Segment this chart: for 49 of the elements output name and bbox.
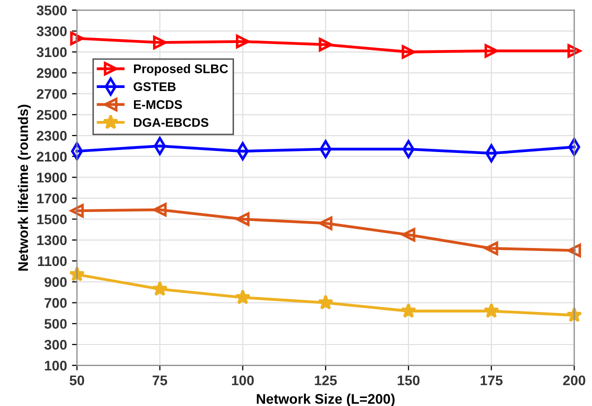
point xyxy=(236,34,250,48)
point xyxy=(567,44,582,58)
y-tick-label: 900 xyxy=(44,277,67,287)
point xyxy=(318,38,332,52)
point xyxy=(402,228,416,242)
x-tick-label: 125 xyxy=(314,375,337,386)
y-tick-label: 1900 xyxy=(37,172,67,182)
point xyxy=(567,244,582,258)
y-tick-label: 1300 xyxy=(37,235,67,246)
x-tick-label: 200 xyxy=(563,375,586,386)
y-tick-label: 2900 xyxy=(36,68,67,78)
y-tick-label: 500 xyxy=(44,318,67,329)
y-tick-label: 700 xyxy=(44,298,67,308)
point xyxy=(402,45,416,59)
point xyxy=(484,302,500,318)
point xyxy=(153,202,167,217)
y-tick-label: 3500 xyxy=(36,5,67,16)
point xyxy=(484,44,498,58)
point xyxy=(70,204,84,218)
point xyxy=(318,294,334,310)
y-tick-label: 100 xyxy=(44,360,67,371)
x-tick-label: 50 xyxy=(70,375,84,386)
x-tick-label: 75 xyxy=(152,376,168,386)
point xyxy=(70,32,84,46)
point xyxy=(484,242,498,256)
y-tick-label: 2300 xyxy=(36,130,67,141)
y-tick-label: 3100 xyxy=(36,47,67,58)
y-tick-label: 300 xyxy=(44,340,67,350)
y-tick-label: 3300 xyxy=(36,26,67,36)
x-tick-label: 100 xyxy=(232,375,254,386)
point xyxy=(234,289,251,304)
legend-label: Proposed SLBC xyxy=(134,64,228,76)
x-tick-label: 175 xyxy=(480,376,503,386)
legend-label: DGA-EBCDS xyxy=(134,118,208,127)
y-tick-label: 1700 xyxy=(37,194,67,204)
y-tick-label: 1500 xyxy=(37,214,67,224)
legend-label: GSTEB xyxy=(134,82,176,92)
point xyxy=(236,212,250,226)
point xyxy=(318,216,332,230)
point xyxy=(153,36,167,50)
x-tick-label: 150 xyxy=(398,375,420,386)
y-tick-label: 2500 xyxy=(36,110,67,120)
y-axis-title: Network lifetime (rounds) xyxy=(18,104,31,271)
point xyxy=(400,302,416,318)
y-tick-label: 1100 xyxy=(38,256,67,266)
y-tick-label: 2100 xyxy=(36,152,67,162)
legend-label: E-MCDS xyxy=(134,100,182,110)
y-tick-label: 2700 xyxy=(36,89,67,99)
point xyxy=(152,280,168,296)
